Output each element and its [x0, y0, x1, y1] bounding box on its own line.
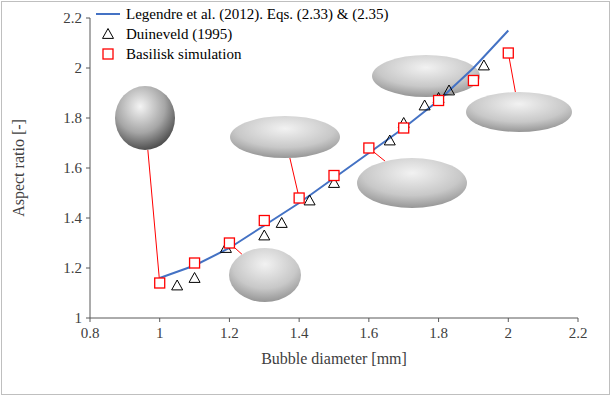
- x-tick-label: 2: [505, 325, 513, 341]
- x-tick: [508, 318, 509, 322]
- y-tick: [86, 68, 90, 69]
- ellipse-illustration: [230, 116, 340, 158]
- leader-line: [148, 150, 160, 283]
- x-tick-label: 1: [156, 325, 164, 341]
- point: [172, 280, 183, 290]
- data-group: [155, 31, 514, 290]
- y-tick-label: 2: [75, 60, 83, 76]
- x-tick-label: 1.4: [290, 325, 309, 341]
- point: [224, 238, 234, 248]
- point: [189, 273, 200, 283]
- x-tick-label: 1.2: [220, 325, 239, 341]
- x-tick-label: 0.8: [81, 325, 100, 341]
- legend-label: Duineveld (1995): [126, 26, 232, 43]
- y-tick: [86, 318, 90, 319]
- point: [384, 135, 395, 145]
- legend-key: [103, 49, 113, 59]
- point: [478, 60, 489, 70]
- x-tick-label: 1.6: [359, 325, 378, 341]
- legend-key: [103, 29, 114, 39]
- x-tick: [578, 318, 579, 322]
- x-axis-title: Bubble diameter [mm]: [261, 350, 407, 367]
- y-tick: [86, 118, 90, 119]
- y-axis-title: Aspect ratio [-]: [10, 119, 28, 217]
- point: [304, 195, 315, 205]
- y-tick: [86, 18, 90, 19]
- legend: Legendre et al. (2012). Eqs. (2.33) & (2…: [96, 6, 388, 62]
- y-tick-label: 1.6: [63, 160, 82, 176]
- point: [468, 76, 478, 86]
- y-tick: [86, 218, 90, 219]
- point: [419, 100, 430, 110]
- y-tick-label: 2.2: [63, 10, 82, 26]
- ellipse-illustration: [229, 248, 301, 302]
- chart: 0.811.21.41.61.822.211.21.41.61.822.2Bub…: [0, 0, 611, 396]
- point: [399, 123, 409, 133]
- point: [434, 96, 444, 106]
- point: [276, 218, 287, 228]
- point: [190, 258, 200, 268]
- point: [503, 48, 513, 58]
- sphere-illustration: [115, 86, 175, 150]
- x-tick: [90, 318, 91, 322]
- point: [259, 230, 270, 240]
- axes: 0.811.21.41.61.822.211.21.41.61.822.2: [63, 10, 587, 341]
- leader-line: [508, 53, 515, 92]
- ellipse-illustration: [466, 92, 572, 132]
- x-tick-label: 2.2: [569, 325, 588, 341]
- bubble-illustrations: [115, 53, 572, 302]
- x-tick: [159, 318, 160, 322]
- ellipse-illustration: [357, 158, 467, 208]
- y-tick-label: 1.2: [63, 260, 82, 276]
- leader-line: [290, 158, 299, 198]
- y-tick: [86, 268, 90, 269]
- legend-label: Basilisk simulation: [126, 46, 242, 62]
- y-tick-label: 1.8: [63, 110, 82, 126]
- x-axis-line: [90, 318, 578, 319]
- y-tick-label: 1: [75, 310, 83, 326]
- x-tick: [299, 318, 300, 322]
- point: [329, 171, 339, 181]
- point: [155, 278, 165, 288]
- chart-frame: [2, 2, 610, 395]
- x-tick: [368, 318, 369, 322]
- point: [259, 216, 269, 226]
- point: [294, 193, 304, 203]
- y-tick-label: 1.4: [63, 210, 82, 226]
- legend-label: Legendre et al. (2012). Eqs. (2.33) & (2…: [126, 6, 388, 23]
- y-tick: [86, 168, 90, 169]
- x-tick: [229, 318, 230, 322]
- legend-key: [96, 13, 120, 15]
- line-series: [160, 31, 509, 279]
- point: [364, 143, 374, 153]
- x-tick-label: 1.8: [429, 325, 448, 341]
- x-tick: [438, 318, 439, 322]
- point: [444, 85, 455, 95]
